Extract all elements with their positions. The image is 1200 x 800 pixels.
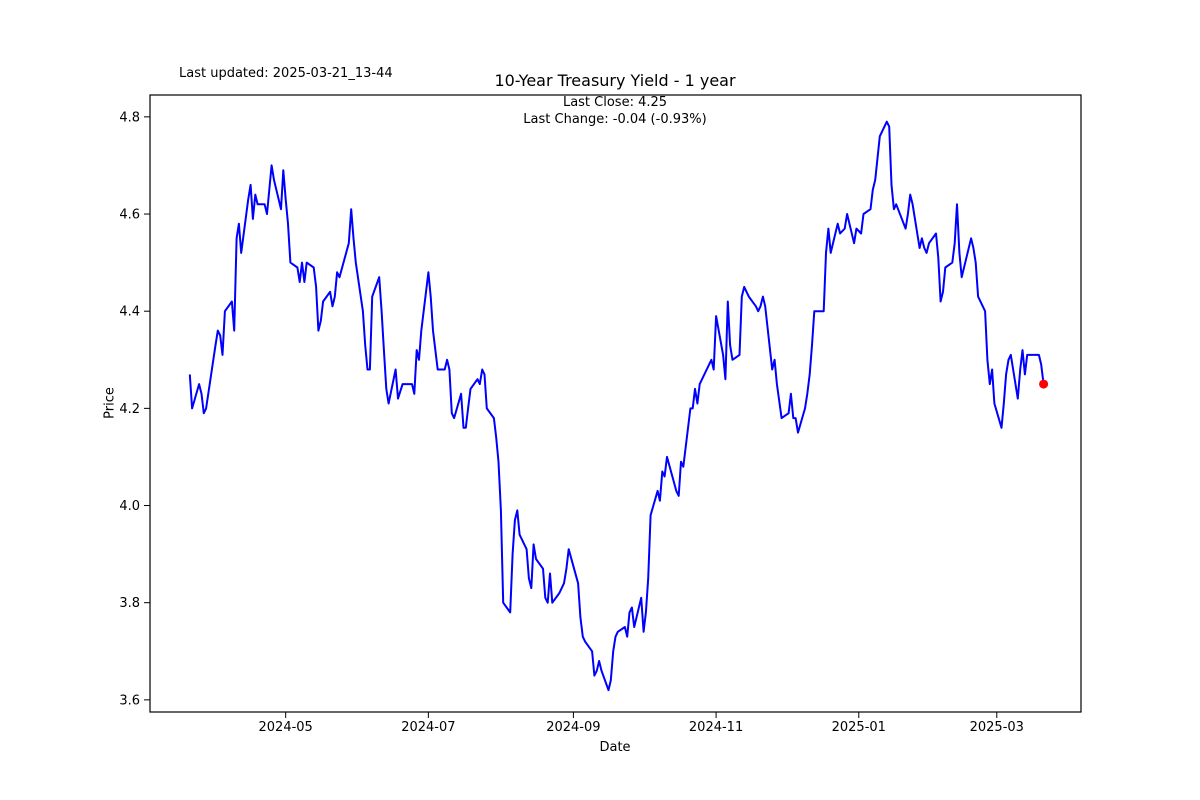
x-tick-label: 2024-05 [259,720,313,735]
x-tick-label: 2025-03 [970,720,1024,735]
x-tick-label: 2024-07 [401,720,455,735]
last-change-annotation: Last Change: -0.04 (-0.93%) [523,112,707,127]
price-line-series [188,120,1045,692]
y-tick-label: 3.6 [119,693,140,708]
y-tick-label: 4.4 [119,305,140,320]
last-updated-label: Last updated: 2025-03-21_13-44 [179,66,393,81]
x-tick-label: 2024-09 [546,720,600,735]
last-close-marker [1039,379,1049,389]
x-axis-label: Date [599,740,631,755]
chart-title: 10-Year Treasury Yield - 1 year [494,71,736,90]
y-tick-label: 4.8 [119,110,140,125]
x-tick-label: 2024-11 [689,720,743,735]
last-close-annotation: Last Close: 4.25 [562,95,668,110]
y-tick-label: 4.0 [119,499,140,514]
plot-frame [149,94,1082,713]
y-tick-label: 3.8 [119,596,140,611]
x-tick-label: 2025-01 [832,720,886,735]
y-tick-label: 4.2 [119,402,140,417]
y-tick-label: 4.6 [119,208,140,223]
